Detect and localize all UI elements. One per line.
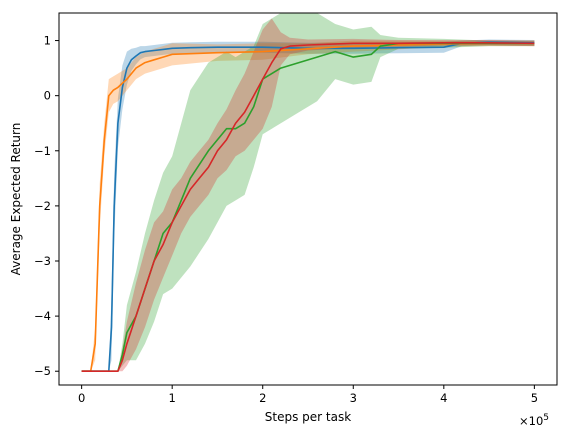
y-tick-label: −3 [34,254,51,268]
series-4-line [81,41,535,373]
x-axis-ticks: 0 1 2 3 4 5 [78,385,538,405]
axes-frame [58,12,558,386]
series-3-band [81,13,535,372]
series-lines [81,41,535,373]
y-tick-label: 0 [44,89,51,103]
x-multiplier-exponent: 5 [543,413,549,423]
x-axis-multiplier: ×105 [519,413,549,428]
y-axis-ticks: −5 −4 −3 −2 −1 0 1 [34,34,59,378]
y-tick-label: −5 [34,364,51,378]
x-tick-label: 4 [440,391,447,405]
x-axis-label: Steps per task [265,410,351,424]
y-tick-label: −2 [34,199,51,213]
x-tick-label: 2 [259,391,266,405]
series-1-band [81,39,535,372]
x-tick-label: 3 [350,391,357,405]
y-tick-label: −1 [34,144,51,158]
plot-area [58,12,558,386]
x-tick-label: 5 [531,391,538,405]
series-2-band [81,40,535,372]
y-tick-label: 1 [44,34,51,48]
x-multiplier-base: ×10 [519,414,543,428]
series-2-line [81,42,535,373]
confidence-bands [81,13,535,372]
y-axis-label: Average Expected Return [9,123,23,276]
series-1-line [81,41,535,373]
y-tick-label: −4 [34,309,51,323]
x-tick-label: 1 [169,391,176,405]
x-tick-label: 0 [78,391,85,405]
